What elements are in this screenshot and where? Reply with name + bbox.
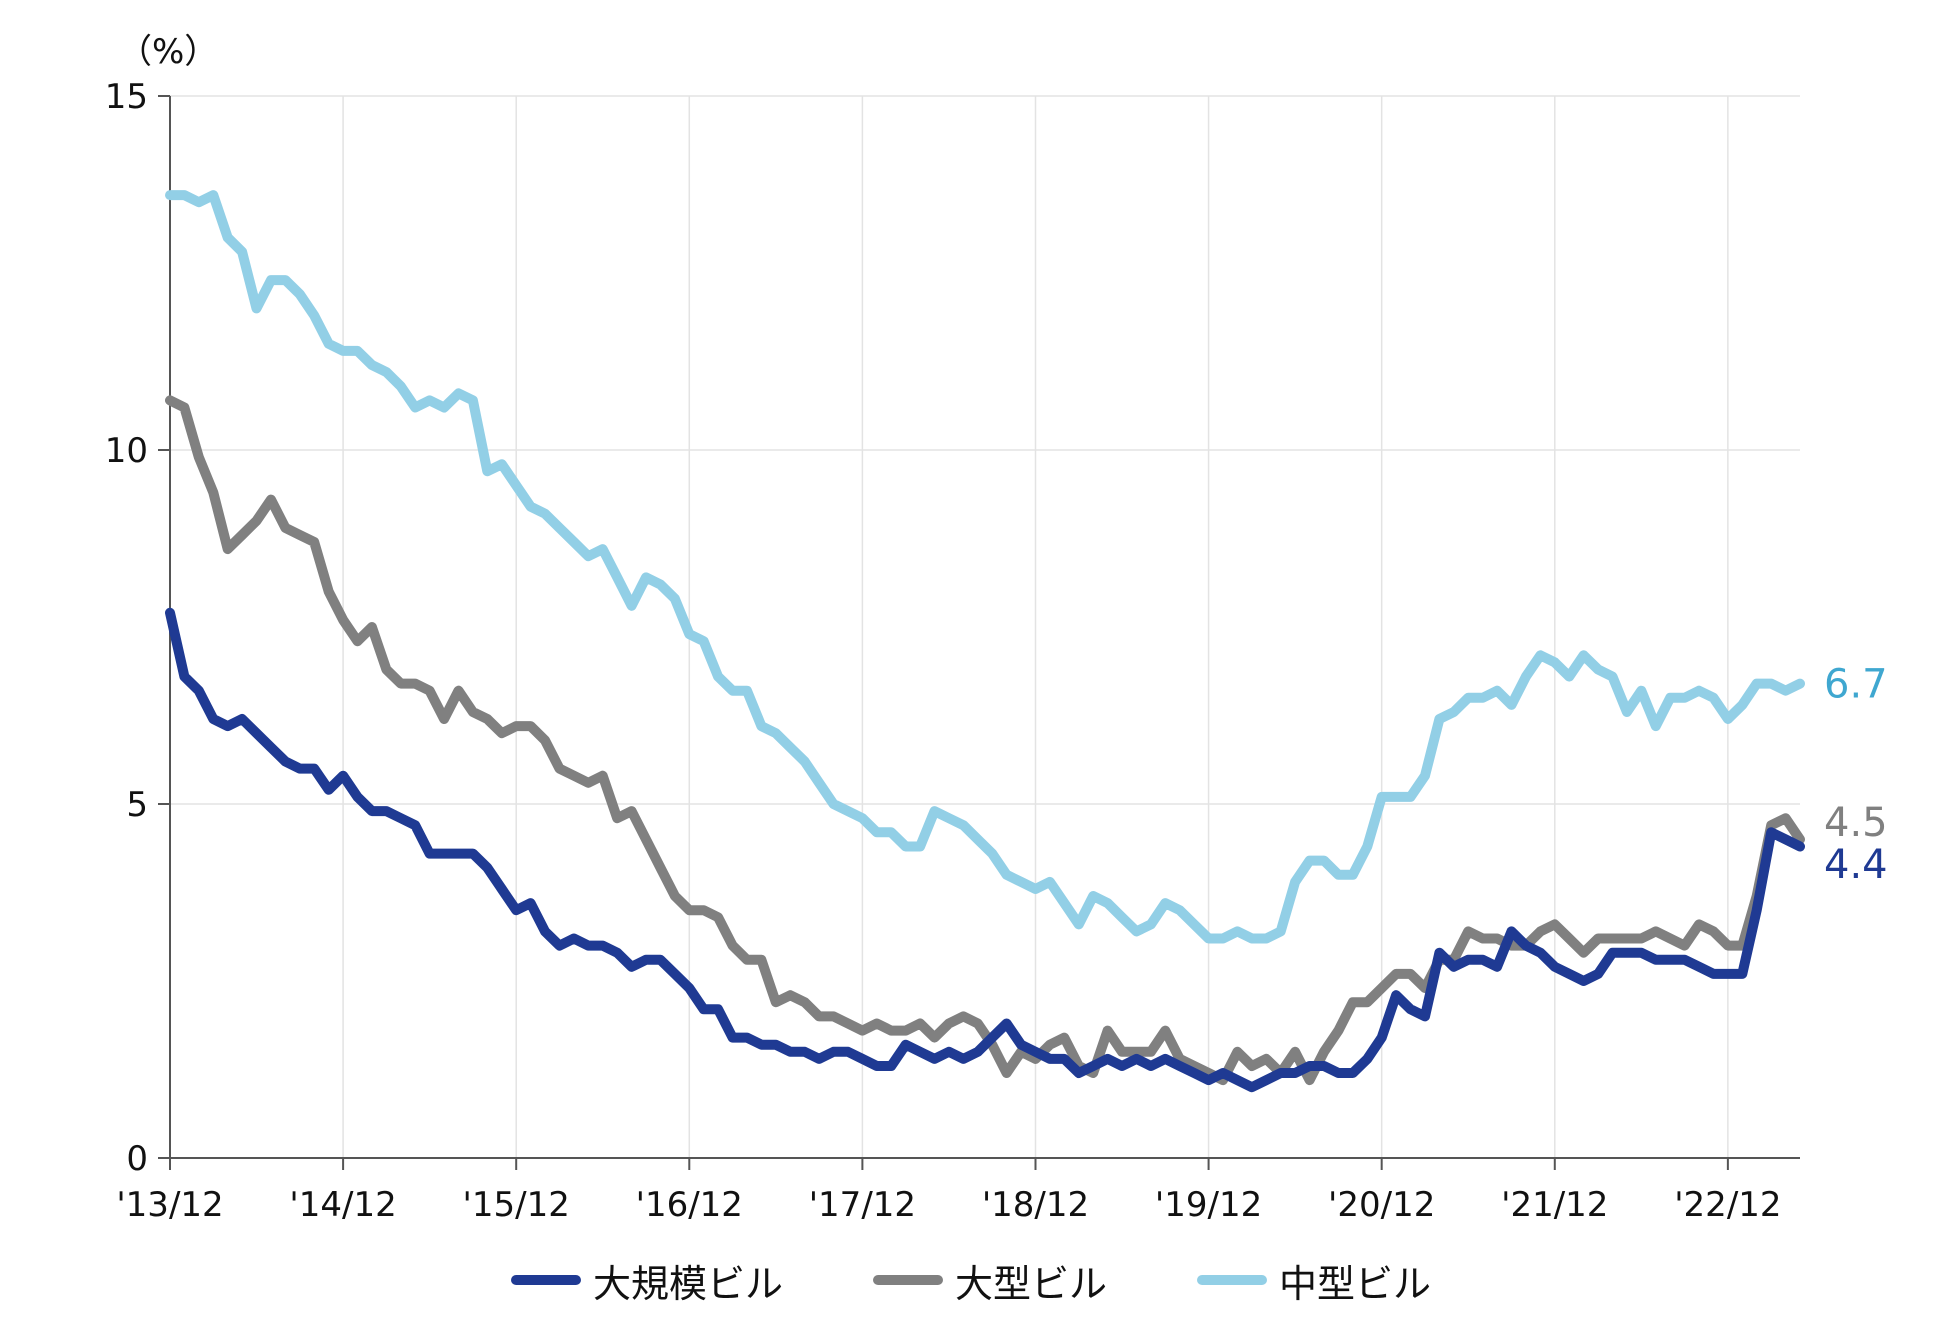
y-tick-label: 5: [126, 785, 148, 825]
x-tick-label: '13/12: [116, 1185, 223, 1225]
x-tick-label: '17/12: [809, 1185, 916, 1225]
legend-swatch-medium: [1197, 1275, 1267, 1285]
series-line-large-scale: [165, 607, 1805, 1093]
x-tick-label: '21/12: [1501, 1185, 1608, 1225]
x-tick-label: '19/12: [1155, 1185, 1262, 1225]
y-tick-label: 10: [105, 431, 148, 471]
y-axis-unit-label: （%）: [118, 32, 218, 72]
x-tick-label: '20/12: [1328, 1185, 1435, 1225]
end-label-medium: 6.7: [1824, 662, 1888, 708]
x-tick-label: '22/12: [1674, 1185, 1781, 1225]
x-tick-label: '15/12: [463, 1185, 570, 1225]
x-axis-ticks: '13/12 '14/12 '15/12 '16/12 '17/12 '18/12 '19/…: [116, 1158, 1782, 1225]
end-value-labels: 6.7 4.54.4: [1824, 662, 1888, 888]
legend: 大規模ビル 大型ビル 中型ビル: [0, 1245, 1942, 1315]
legend-label-large: 大型ビル: [954, 1261, 1107, 1306]
series-line-medium: [165, 190, 1805, 944]
legend-item-medium: 中型ビル: [1197, 1253, 1431, 1308]
legend-label-medium: 中型ビル: [1279, 1261, 1432, 1306]
legend-item-large-scale: 大規模ビル: [510, 1253, 783, 1308]
y-axis-ticks: 0 5 10 15: [105, 77, 170, 1179]
y-tick-label: 15: [105, 77, 148, 117]
end-label-large: 4.5: [1824, 800, 1888, 846]
x-tick-label: '14/12: [289, 1185, 396, 1225]
legend-label-large-scale: 大規模ビル: [592, 1261, 783, 1306]
legend-swatch-large-scale: [510, 1275, 581, 1285]
x-tick-label: '18/12: [982, 1185, 1089, 1225]
legend-swatch-large: [872, 1275, 943, 1285]
x-tick-label: '16/12: [636, 1185, 743, 1225]
series-lines: [165, 190, 1805, 1093]
end-label-large-scale: 4.4: [1824, 842, 1888, 888]
y-tick-label: 0: [126, 1139, 148, 1179]
gridlines: [170, 95, 1800, 1158]
legend-item-large: 大型ビル: [872, 1253, 1107, 1308]
